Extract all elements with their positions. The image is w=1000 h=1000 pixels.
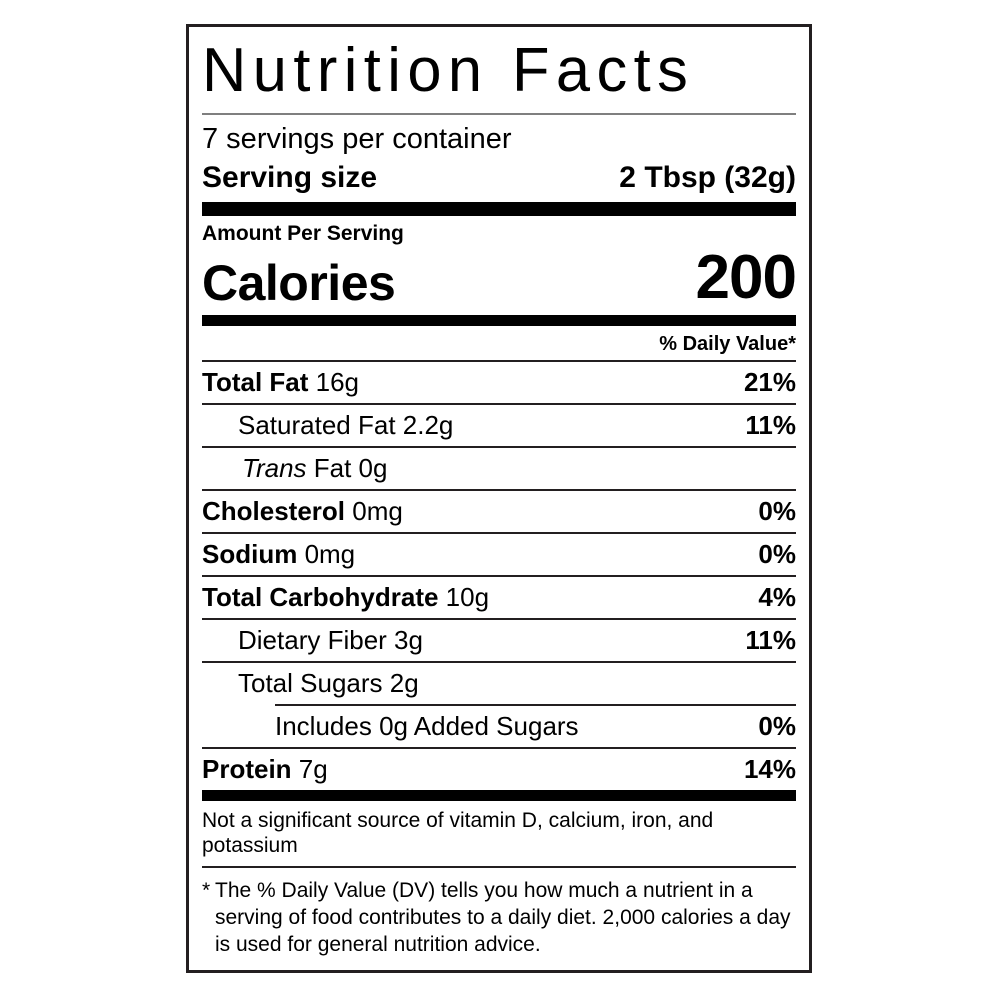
page-title: Nutrition Facts bbox=[202, 36, 695, 105]
nutrient-row: Saturated Fat 2.2g 11% bbox=[202, 405, 796, 446]
nutrient-daily-value: 14% bbox=[743, 754, 796, 784]
nutrient-name: Trans Fat 0g bbox=[242, 453, 388, 483]
nutrient-row-divider bbox=[202, 446, 796, 448]
nutrient-row-divider bbox=[275, 704, 796, 706]
nutrient-row: Total Fat 16g 21% bbox=[202, 362, 796, 403]
serving-size-row: Serving size 2 Tbsp (32g) bbox=[202, 160, 796, 202]
nutrient-row-divider bbox=[202, 575, 796, 577]
nutrient-name: Includes 0g Added Sugars bbox=[275, 711, 579, 741]
calories-label: Calories bbox=[202, 255, 396, 311]
nutrient-row-divider bbox=[202, 661, 796, 663]
nutrient-row: Cholesterol 0mg 0% bbox=[202, 491, 796, 532]
nutrient-row: Trans Fat 0g bbox=[202, 448, 796, 489]
nutrient-name: Saturated Fat 2.2g bbox=[238, 410, 454, 440]
nutrient-name: Dietary Fiber 3g bbox=[238, 625, 423, 655]
label-inner: Nutrition Facts 7 servings per container… bbox=[189, 27, 809, 970]
nutrient-daily-value: 11% bbox=[745, 410, 796, 440]
nutrient-name: Total Fat 16g bbox=[202, 367, 360, 397]
nutrition-facts-label: Nutrition Facts 7 servings per container… bbox=[186, 24, 812, 973]
amount-per-serving-label: Amount Per Serving bbox=[202, 222, 404, 245]
calories-value: 200 bbox=[695, 243, 797, 312]
nutrient-row: Dietary Fiber 3g 11% bbox=[202, 620, 796, 661]
nutrient-row-divider bbox=[202, 489, 796, 491]
thick-divider-after-serving-size bbox=[202, 202, 796, 216]
nutrient-daily-value: 21% bbox=[743, 367, 796, 397]
nutrient-row: Total Sugars 2g bbox=[202, 663, 796, 704]
nutrient-name: Cholesterol 0mg bbox=[202, 496, 403, 526]
nutrient-daily-value: 4% bbox=[758, 582, 796, 612]
not-significant-source-note: Not a significant source of vitamin D, c… bbox=[202, 809, 714, 857]
nutrient-name: Total Carbohydrate 10g bbox=[202, 582, 490, 612]
nutrient-row-divider bbox=[202, 747, 796, 749]
divider-before-footnote bbox=[202, 866, 796, 868]
nutrient-name: Protein 7g bbox=[202, 754, 328, 784]
title-divider bbox=[202, 113, 796, 115]
nutrient-daily-value: 0% bbox=[758, 539, 796, 569]
nutrient-row-divider bbox=[202, 618, 796, 620]
footnote-star: * bbox=[202, 879, 211, 902]
serving-size-label: Serving size bbox=[202, 161, 378, 194]
nutrient-table: Total Fat 16g 21% Saturated Fat 2.2g 11% Tra… bbox=[202, 362, 796, 790]
nutrient-daily-value: 0% bbox=[758, 711, 796, 741]
nutrient-row: Includes 0g Added Sugars 0% bbox=[202, 706, 796, 747]
daily-value-header: % Daily Value* bbox=[659, 333, 796, 355]
nutrient-row: Protein 7g 14% bbox=[202, 749, 796, 790]
footnote-text: The % Daily Value (DV) tells you how muc… bbox=[215, 879, 791, 956]
nutrient-name: Sodium 0mg bbox=[202, 539, 356, 569]
nutrient-name: Total Sugars 2g bbox=[238, 668, 419, 698]
nutrient-row: Total Carbohydrate 10g 4% bbox=[202, 577, 796, 618]
nutrient-row: Sodium 0mg 0% bbox=[202, 534, 796, 575]
thick-divider-after-protein bbox=[202, 790, 796, 801]
nutrient-row-divider bbox=[202, 403, 796, 405]
thick-divider-after-calories bbox=[202, 315, 796, 326]
nutrient-daily-value: 0% bbox=[758, 496, 796, 526]
calories-row: Calories 200 bbox=[202, 243, 797, 315]
serving-size-value: 2 Tbsp (32g) bbox=[619, 161, 796, 194]
daily-value-footnote: * The % Daily Value (DV) tells you how m… bbox=[202, 868, 796, 958]
divider-after-dv-header bbox=[202, 360, 796, 362]
nutrient-daily-value: 11% bbox=[745, 625, 796, 655]
nutrient-row-divider bbox=[202, 532, 796, 534]
servings-per-container: 7 servings per container bbox=[202, 123, 512, 155]
